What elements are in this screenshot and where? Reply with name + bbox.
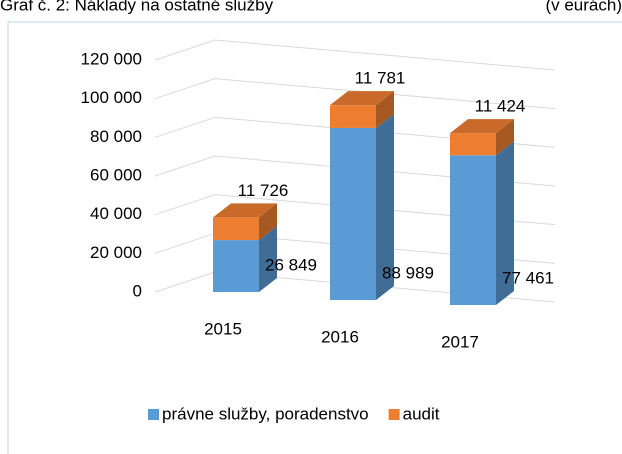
y-tick-label: 60 000 [90, 165, 142, 184]
bar-side [259, 203, 277, 241]
y-tick-label: 80 000 [90, 127, 142, 146]
x-tick-label: 2017 [441, 332, 479, 351]
data-label: 11 424 [475, 97, 526, 116]
chart-title: Graf č. 2: Náklady na ostatné služby [0, 0, 274, 14]
bar-side [376, 113, 394, 301]
grid-line [154, 155, 556, 187]
data-label: 26 849 [265, 255, 317, 274]
bar-top [450, 119, 514, 134]
legend-label: právne služby, poradenstvo [162, 404, 369, 423]
chart-subtitle: (v eurách) [545, 0, 622, 14]
bar-front [330, 127, 376, 301]
data-label: 77 461 [502, 268, 554, 287]
y-tick-label: 40 000 [90, 204, 142, 223]
bar-side [259, 226, 277, 292]
data-label: 88 989 [382, 263, 434, 282]
bar-segment [330, 91, 394, 128]
data-label: 11 726 [238, 181, 289, 200]
x-tick-label: 2015 [204, 319, 242, 338]
bar-front [450, 155, 496, 305]
y-tick-label: 100 000 [81, 88, 142, 107]
bar-side [496, 141, 514, 305]
bar-side [376, 91, 394, 128]
y-tick-label: 0 [133, 281, 142, 300]
data-label: 11 781 [355, 69, 406, 88]
grid-line [154, 39, 556, 71]
bar-segment [450, 119, 514, 156]
bar-top [330, 91, 394, 106]
bar-side [496, 119, 514, 156]
y-tick-label: 120 000 [81, 49, 142, 68]
bar-segment [450, 141, 514, 305]
grid-line [154, 194, 556, 226]
legend-swatch [148, 409, 159, 420]
legend-label: audit [403, 404, 440, 423]
bar-front [450, 133, 496, 156]
chart-frame [7, 21, 622, 454]
bar-front [213, 240, 259, 292]
bar-front [213, 217, 259, 241]
bar-segment [330, 113, 394, 301]
bar-front [330, 105, 376, 128]
y-tick-label: 20 000 [90, 243, 142, 262]
bar-top [213, 203, 277, 218]
bar-segment [213, 203, 277, 241]
x-tick-label: 2016 [321, 327, 359, 346]
grid-line [154, 116, 556, 148]
legend-swatch [388, 409, 400, 420]
grid-line [154, 78, 556, 110]
bar-segment [213, 226, 277, 292]
